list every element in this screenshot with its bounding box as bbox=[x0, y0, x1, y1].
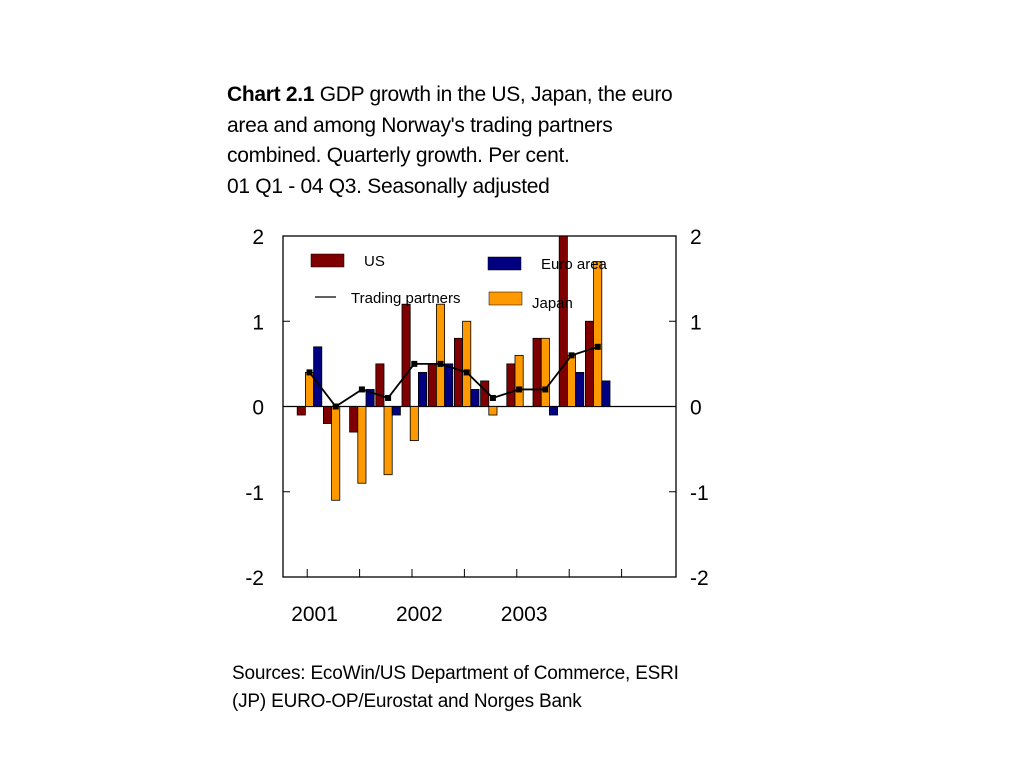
bar-us bbox=[453, 337, 463, 407]
bar-japan bbox=[593, 261, 603, 407]
bar-euro-area bbox=[601, 380, 611, 407]
bar-euro-area bbox=[313, 346, 323, 407]
bar-us bbox=[375, 363, 385, 407]
bar-us bbox=[427, 363, 437, 407]
chart-title-text1: GDP growth in the US, Japan, the euro bbox=[319, 83, 673, 106]
bar-euro-area bbox=[549, 406, 559, 416]
y-tick-label-left: 1 bbox=[252, 311, 264, 334]
trading-partners-marker bbox=[542, 386, 549, 393]
trading-partners-marker bbox=[332, 403, 339, 410]
chart-title-line2: area and among Norway's trading partners bbox=[227, 113, 613, 137]
chart-subtitle: 01 Q1 - 04 Q3. Seasonally adjusted bbox=[227, 174, 550, 198]
bar-us bbox=[401, 303, 411, 407]
y2-tick-label-right: 2 bbox=[690, 226, 702, 249]
legend-swatch-us bbox=[310, 253, 345, 268]
bar-euro-area bbox=[470, 389, 480, 407]
trading-partners-marker bbox=[306, 369, 313, 376]
bar-japan bbox=[357, 406, 367, 484]
trading-partners-line bbox=[308, 345, 598, 408]
trading-partners-line-layer bbox=[306, 343, 601, 410]
chart-title-line1: Chart 2.1 GDP growth in the US, Japan, t… bbox=[227, 80, 707, 111]
legend-label-euro-area: Euro area bbox=[541, 256, 608, 273]
legend: US Euro area Trading partners Japan bbox=[310, 253, 608, 312]
bar-us bbox=[532, 337, 542, 407]
bar-us bbox=[585, 320, 595, 407]
trading-partners-marker bbox=[385, 394, 392, 401]
bar-japan bbox=[383, 406, 393, 476]
y2-tick-label-right: -1 bbox=[690, 482, 709, 505]
sources-line1: Sources: EcoWin/US Department of Commerc… bbox=[232, 663, 679, 684]
y-tick-label-left: 0 bbox=[252, 397, 264, 420]
x-tick-label: 2002 bbox=[396, 603, 443, 626]
y2-tick-label-right: -2 bbox=[690, 567, 709, 590]
legend-label-japan: Japan bbox=[532, 295, 573, 312]
bar-euro-area bbox=[391, 406, 401, 416]
trading-partners-marker bbox=[516, 386, 523, 393]
legend-label-us: US bbox=[364, 253, 385, 270]
bar-japan bbox=[488, 406, 498, 416]
bar-japan bbox=[331, 406, 341, 501]
trading-partners-marker bbox=[411, 360, 418, 367]
bar-euro-area bbox=[365, 389, 375, 407]
y2-tick-label-right: 1 bbox=[690, 311, 702, 334]
trading-partners-marker bbox=[463, 369, 470, 376]
axes-layer: -2 -2 -1 -1 0 0 1 1 2 2 2001 2002 2003 bbox=[245, 226, 708, 626]
bar-japan bbox=[462, 320, 472, 407]
bars-layer bbox=[296, 235, 611, 501]
y-tick-label-left: 2 bbox=[252, 226, 264, 249]
legend-label-trading-partners: Trading partners bbox=[351, 290, 461, 307]
y-tick-label-left: -2 bbox=[245, 567, 264, 590]
bar-us bbox=[506, 363, 516, 407]
bar-euro-area bbox=[417, 371, 427, 407]
bar-japan bbox=[409, 406, 419, 441]
legend-swatch-japan bbox=[488, 291, 523, 306]
bar-japan bbox=[540, 337, 550, 407]
x-tick-label: 2003 bbox=[501, 603, 548, 626]
trading-partners-marker bbox=[437, 360, 444, 367]
trading-partners-marker bbox=[358, 386, 365, 393]
bar-euro-area bbox=[575, 371, 585, 407]
bar-us bbox=[349, 406, 359, 433]
chart-title-line3: combined. Quarterly growth. Per cent. bbox=[227, 144, 570, 167]
bar-us bbox=[322, 406, 332, 424]
bar-us bbox=[558, 235, 568, 407]
sources-line2: (JP) EURO-OP/Eurostat and Norges Bank bbox=[232, 691, 582, 712]
chart-number: Chart 2.1 bbox=[227, 83, 315, 106]
trading-partners-marker bbox=[568, 352, 575, 359]
bar-japan bbox=[514, 354, 524, 407]
sources-note: Sources: EcoWin/US Department of Commerc… bbox=[232, 660, 712, 716]
bar-us bbox=[296, 406, 306, 416]
bar-japan bbox=[567, 354, 577, 407]
legend-swatch-euro-area bbox=[487, 256, 522, 271]
bar-euro-area bbox=[444, 363, 454, 407]
x-tick-label: 2001 bbox=[291, 603, 338, 626]
y2-tick-label-right: 0 bbox=[690, 397, 702, 420]
chart-title: Chart 2.1 GDP growth in the US, Japan, t… bbox=[227, 80, 707, 202]
y-tick-label-left: -1 bbox=[245, 482, 264, 505]
bar-japan bbox=[435, 303, 445, 407]
trading-partners-marker bbox=[489, 394, 496, 401]
trading-partners-marker bbox=[594, 343, 601, 350]
